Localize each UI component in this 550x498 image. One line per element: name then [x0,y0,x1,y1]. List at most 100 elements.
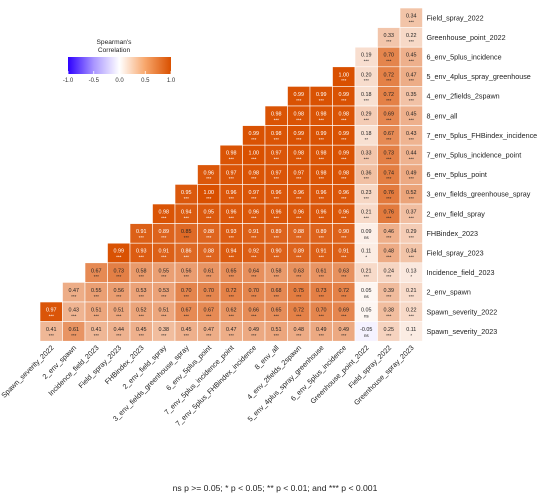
cell-significance-label: *** [251,137,257,142]
cell-significance-label: *** [229,294,235,299]
cell-value-label: 0.46 [384,229,395,235]
cell-significance-label: *** [319,313,325,318]
cell-significance-label: *** [251,215,257,220]
y-tick-label: Field_spray_2023 [427,249,484,258]
cell-value-label: 0.23 [361,190,372,196]
cell-value-label: 0.51 [114,308,125,314]
cell-value-label: 0.98 [316,151,327,157]
cell-significance-label: *** [296,98,302,103]
cell-significance-label: *** [341,294,347,299]
cell-value-label: 0.13 [406,268,417,274]
cell-significance-label: *** [206,313,212,318]
cell-significance-label: *** [386,333,392,338]
cell-value-label: 0.91 [159,249,170,255]
cell-value-label: 0.67 [181,308,192,314]
cell-significance-label: *** [341,255,347,260]
cell-significance-label: *** [251,294,257,299]
cell-significance-label: *** [251,255,257,260]
cell-significance-label: *** [386,294,392,299]
cell-significance-label: *** [139,313,145,318]
cell-significance-label: *** [319,333,325,338]
cell-value-label: 0.56 [181,268,192,274]
cell-value-label: 0.21 [361,268,372,274]
cell-value-label: 0.99 [294,92,305,98]
legend-tick-label: -1.0 [63,78,74,84]
cell-significance-label: *** [296,274,302,279]
cell-significance-label: *** [274,333,280,338]
cell-value-label: 0.61 [316,268,327,274]
cell-significance-label: *** [319,98,325,103]
cell-significance-label: ** [364,137,368,142]
cell-significance-label: *** [341,157,347,162]
cell-value-label: 0.45 [181,327,192,333]
cell-value-label: 0.95 [181,190,192,196]
cell-value-label: 0.99 [339,131,350,137]
cell-value-label: 0.45 [406,112,417,118]
cell-value-label: 0.89 [159,229,170,235]
cell-value-label: 0.99 [316,131,327,137]
cell-value-label: 0.96 [294,190,305,196]
cell-significance-label: *** [409,294,415,299]
cell-significance-label: *** [386,39,392,44]
cell-significance-label: *** [161,215,167,220]
cell-value-label: 0.97 [271,151,282,157]
cell-value-label: 0.48 [384,249,395,255]
cell-significance-label: *** [184,294,190,299]
cell-value-label: 0.18 [361,131,372,137]
cell-significance-label: *** [251,313,257,318]
cell-value-label: 0.88 [294,229,305,235]
cell-value-label: 0.70 [204,288,215,294]
cell-value-label: 0.97 [46,308,57,314]
cell-value-label: 0.70 [316,308,327,314]
cell-value-label: 0.91 [249,229,260,235]
cell-significance-label: *** [296,215,302,220]
cell-value-label: 0.93 [226,229,237,235]
y-tick-label: Greenhouse_point_2022 [427,33,506,42]
cell-value-label: 0.65 [271,308,282,314]
cell-significance-label: *** [184,255,190,260]
cell-value-label: 0.99 [339,92,350,98]
y-tick-label: Spawn_severity_2023 [427,327,498,336]
cell-value-label: 0.99 [249,131,260,137]
cell-value-label: 0.72 [384,92,395,98]
cell-significance-label: *** [296,137,302,142]
cell-significance-label: *** [71,333,77,338]
cell-value-label: 0.98 [339,170,350,176]
cell-value-label: 0.53 [136,288,147,294]
cell-significance-label: *** [409,235,415,240]
cell-significance-label: *** [409,176,415,181]
cell-significance-label: *** [319,157,325,162]
cell-significance-label: *** [206,274,212,279]
y-tick-label: 6_env_5plus_point [427,170,487,179]
cell-value-label: 0.21 [406,288,417,294]
cell-value-label: 0.97 [294,170,305,176]
heatmap-cell [399,321,423,342]
cell-value-label: 0.47 [69,288,80,294]
cell-value-label: 0.21 [361,210,372,216]
cell-significance-label: *** [341,78,347,83]
cell-value-label: 0.34 [406,249,417,255]
cell-significance-label: ns [364,313,370,318]
y-tick-label: FHBindex_2023 [427,229,479,238]
cell-value-label: 0.51 [159,308,170,314]
cell-value-label: 0.51 [91,308,102,314]
cell-value-label: 0.39 [384,288,395,294]
cell-significance-label: *** [251,235,257,240]
cell-significance-label: *** [409,59,415,64]
cell-significance-label: *** [364,157,370,162]
cell-value-label: 0.49 [406,170,417,176]
cell-significance-label: *** [319,137,325,142]
cell-significance-label: *** [251,176,257,181]
cell-significance-label: *** [49,333,55,338]
cell-value-label: 1.00 [249,151,260,157]
cell-value-label: 0.53 [159,288,170,294]
cell-significance-label: *** [319,294,325,299]
cell-significance-label: ns [364,235,370,240]
cell-value-label: 0.25 [384,327,395,333]
cell-value-label: 0.96 [339,190,350,196]
cell-value-label: 0.33 [361,151,372,157]
legend-tick-label: 0.5 [141,78,150,84]
cell-value-label: 0.55 [91,288,102,294]
cell-significance-label: *** [229,274,235,279]
cell-value-label: 0.76 [384,210,395,216]
